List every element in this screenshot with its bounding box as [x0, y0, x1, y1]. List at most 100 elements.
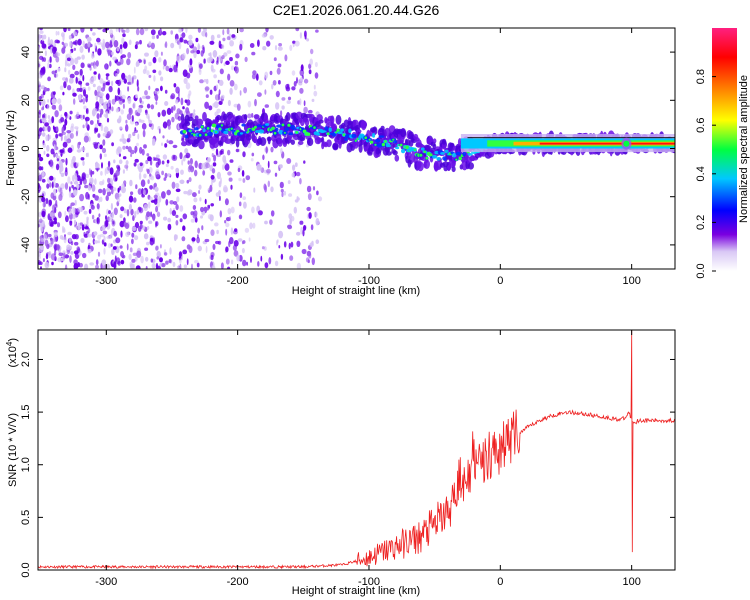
- x-tick-label: -100: [358, 576, 380, 588]
- noise-speck: [109, 129, 114, 135]
- noise-speck: [226, 28, 230, 35]
- ridge-core: [393, 140, 398, 144]
- noise-speck: [199, 79, 204, 84]
- noise-speck: [148, 220, 153, 224]
- noise-speck: [122, 169, 125, 174]
- ridge-core: [316, 132, 320, 136]
- noise-speck: [134, 158, 139, 163]
- noise-speck: [120, 259, 125, 265]
- noise-speck: [107, 103, 110, 108]
- noise-speck: [68, 237, 72, 243]
- noise-speck: [137, 133, 140, 140]
- noise-speck: [117, 261, 121, 266]
- noise-speck: [84, 184, 89, 189]
- noise-speck: [91, 214, 95, 220]
- ridge-core: [202, 128, 206, 133]
- noise-speck: [306, 206, 311, 212]
- noise-speck: [185, 82, 191, 90]
- noise-speck: [162, 121, 168, 129]
- noise-speck: [195, 37, 199, 43]
- noise-speck: [199, 63, 203, 69]
- snr-scale-exponent: 4: [5, 341, 14, 346]
- noise-speck: [105, 215, 108, 221]
- noise-speck: [173, 105, 176, 111]
- noise-speck: [135, 61, 139, 68]
- noise-speck: [82, 40, 85, 48]
- noise-speck: [242, 151, 246, 158]
- noise-speck: [94, 89, 98, 96]
- noise-speck: [317, 196, 323, 202]
- noise-speck: [210, 254, 214, 261]
- noise-speck: [84, 263, 89, 269]
- noise-speck: [185, 28, 188, 33]
- noise-speck: [42, 201, 46, 208]
- noise-speck: [155, 154, 160, 158]
- noise-speck: [55, 133, 59, 139]
- noise-speck: [210, 34, 215, 42]
- noise-speck: [274, 172, 278, 177]
- x-tick-label: 0: [497, 576, 503, 588]
- noise-speck: [193, 109, 196, 113]
- noise-speck: [262, 46, 267, 51]
- noise-speck: [81, 54, 85, 60]
- noise-speck: [60, 172, 65, 177]
- noise-speck: [66, 57, 71, 62]
- noise-speck: [126, 209, 130, 217]
- noise-speck: [172, 155, 176, 160]
- noise-speck: [88, 136, 91, 142]
- noise-speck: [51, 116, 55, 124]
- noise-speck: [171, 181, 176, 189]
- noise-speck: [230, 206, 235, 214]
- noise-speck: [57, 211, 62, 219]
- noise-speck: [314, 72, 319, 79]
- ridge-halo: [222, 113, 228, 121]
- noise-speck: [161, 142, 163, 146]
- noise-speck: [117, 79, 121, 87]
- noise-speck: [194, 160, 198, 169]
- ridge-peak: [381, 142, 386, 147]
- noise-speck: [114, 255, 117, 263]
- noise-speck: [309, 58, 314, 66]
- noise-speck: [166, 159, 170, 164]
- ridge-core: [340, 128, 344, 132]
- noise-speck: [106, 208, 109, 216]
- noise-speck: [278, 230, 284, 239]
- noise-speck: [70, 241, 74, 246]
- noise-speck: [44, 122, 49, 127]
- ridge-halo: [356, 129, 362, 134]
- noise-speck: [315, 218, 320, 226]
- noise-speck: [147, 156, 152, 162]
- noise-speck: [164, 143, 168, 148]
- noise-speck: [306, 185, 312, 193]
- noise-speck: [105, 114, 108, 119]
- ridge-halo: [332, 123, 336, 131]
- ridge-halo: [417, 161, 424, 172]
- noise-speck: [175, 182, 180, 189]
- noise-speck: [110, 202, 113, 211]
- noise-speck: [183, 190, 188, 195]
- noise-speck: [63, 81, 67, 89]
- noise-speck: [243, 201, 247, 209]
- ridge-core: [344, 137, 348, 141]
- noise-speck: [218, 100, 223, 105]
- noise-speck: [39, 28, 43, 31]
- noise-speck: [200, 215, 203, 219]
- noise-speck: [73, 180, 79, 185]
- noise-speck: [94, 195, 100, 201]
- noise-speck: [219, 150, 223, 155]
- noise-speck: [112, 246, 117, 250]
- noise-speck: [46, 153, 50, 158]
- noise-speck: [96, 217, 99, 224]
- noise-speck: [77, 207, 83, 213]
- noise-speck: [257, 210, 263, 216]
- noise-speck: [129, 179, 133, 187]
- spectrogram-y-axis-label: Frequency (Hz): [5, 110, 17, 186]
- noise-speck: [78, 141, 81, 146]
- noise-speck: [72, 214, 76, 220]
- ridge-halo: [235, 139, 240, 148]
- ridge-core: [328, 127, 332, 132]
- noise-speck: [173, 83, 177, 88]
- noise-speck: [310, 48, 314, 55]
- noise-speck: [306, 38, 310, 42]
- ridge-halo: [389, 140, 395, 150]
